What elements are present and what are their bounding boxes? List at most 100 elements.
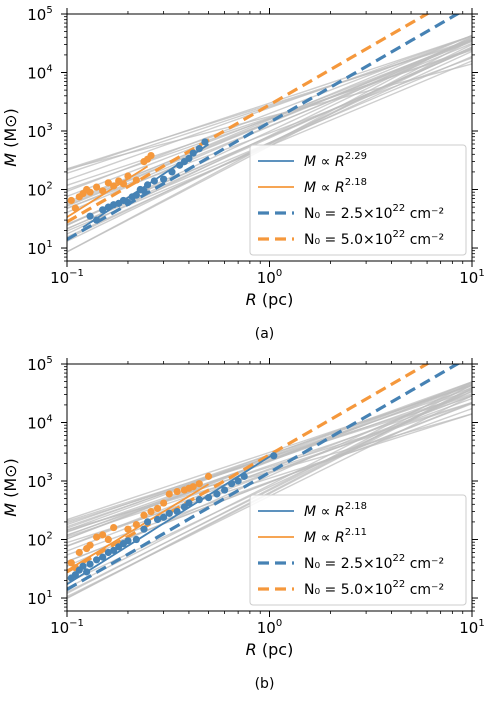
reference-line-1 <box>67 364 430 574</box>
x-tick-label: 10−1 <box>50 268 84 287</box>
data-point <box>124 198 132 207</box>
data-point <box>185 154 193 163</box>
data-point <box>173 508 181 516</box>
y-tick-label: 101 <box>27 239 52 258</box>
data-point <box>173 487 181 496</box>
y-axis-label: M (M⊙) <box>1 108 20 167</box>
panel-caption: (b) <box>255 676 275 692</box>
gray-fit-line <box>67 391 472 547</box>
data-point <box>99 553 107 561</box>
gray-fit-line <box>67 35 472 253</box>
data-point <box>110 546 118 555</box>
data-point <box>86 188 94 196</box>
data-point <box>132 520 140 529</box>
data-point <box>195 496 203 504</box>
data-point <box>147 508 155 516</box>
y-axis-label: M (M⊙) <box>1 458 20 517</box>
y-tick-label: 105 <box>27 5 52 24</box>
data-point <box>83 568 91 576</box>
data-point <box>119 180 128 188</box>
data-point <box>67 559 75 567</box>
legend-entry: M ∝ R2.18 <box>304 501 367 520</box>
data-point <box>86 560 94 568</box>
fit-line-0 <box>67 453 275 586</box>
gray-fit-line <box>67 402 472 538</box>
data-point <box>168 168 176 176</box>
gray-fit-line <box>67 384 472 526</box>
data-point <box>270 452 278 460</box>
x-axis-label: R (pc) <box>246 640 294 659</box>
data-point <box>189 149 197 157</box>
data-point <box>132 535 140 544</box>
data-point <box>132 176 140 184</box>
data-point <box>195 480 203 488</box>
data-point <box>201 138 209 146</box>
gray-fit-line <box>67 43 472 242</box>
data-point <box>110 182 118 190</box>
data-point <box>92 533 101 541</box>
x-axis-label: R (pc) <box>246 290 294 309</box>
x-tick-label: 101 <box>459 618 484 637</box>
data-point <box>220 486 229 494</box>
gray-fit-line <box>67 34 472 205</box>
y-tick-label: 103 <box>27 122 52 141</box>
x-tick-label: 101 <box>459 268 484 287</box>
gray-fit-line <box>67 381 472 589</box>
plot-area <box>67 364 472 600</box>
data-point <box>132 191 140 199</box>
legend-box <box>249 494 467 606</box>
fit-line-1 <box>67 165 149 218</box>
reference-line-0 <box>67 14 461 241</box>
data-point <box>160 175 168 183</box>
plot-area <box>67 14 472 253</box>
legend-entry: N₀ = 5.0×1022 cm⁻² <box>304 229 444 248</box>
gray-fit-line <box>67 40 472 170</box>
data-point <box>67 196 75 205</box>
y-tick-label: 104 <box>27 414 52 433</box>
data-point <box>104 535 112 544</box>
data-point <box>79 562 87 570</box>
y-tick-label: 102 <box>27 531 52 550</box>
data-point <box>99 531 107 539</box>
panel-b: 10−1 100 101 101 102 103 104 105 R (pc) M (M⊙) M ∝… <box>1 355 485 692</box>
legend-box <box>249 144 467 256</box>
legend-entry: N₀ = 5.0×1022 cm⁻² <box>304 579 444 598</box>
y-tick-label: 101 <box>27 589 52 608</box>
data-point <box>204 472 213 480</box>
gray-fit-line <box>67 35 472 181</box>
legend-entry: N₀ = 2.5×1022 cm⁻² <box>304 203 444 222</box>
y-tick-label: 103 <box>27 472 52 491</box>
data-point <box>143 181 152 189</box>
x-tick-label: 10−1 <box>50 618 84 637</box>
panel-caption: (a) <box>255 326 275 342</box>
data-point <box>153 504 162 513</box>
data-point <box>71 204 79 212</box>
y-tick-label: 104 <box>27 64 52 83</box>
reference-line-0 <box>67 364 461 591</box>
y-tick-label: 102 <box>27 181 52 200</box>
gray-fit-line <box>67 407 472 556</box>
legend-entry: M ∝ R2.18 <box>304 177 367 196</box>
gray-fit-line <box>67 384 472 537</box>
data-point <box>140 511 148 519</box>
data-point <box>92 216 101 224</box>
data-point <box>99 187 107 195</box>
data-point <box>160 499 168 507</box>
data-point <box>165 490 173 498</box>
data-point <box>124 537 132 545</box>
data-point <box>124 172 132 180</box>
data-point <box>99 206 107 214</box>
data-point <box>147 152 155 160</box>
x-tick-label: 100 <box>257 268 282 287</box>
data-point <box>92 556 101 564</box>
data-point <box>124 525 132 533</box>
data-point <box>160 513 168 521</box>
data-point <box>189 483 197 491</box>
data-point <box>75 548 83 557</box>
data-point <box>228 480 236 488</box>
data-point <box>140 525 148 533</box>
gray-fit-line <box>67 395 472 536</box>
data-point <box>240 472 248 480</box>
data-point <box>104 179 112 187</box>
data-point <box>92 183 101 191</box>
